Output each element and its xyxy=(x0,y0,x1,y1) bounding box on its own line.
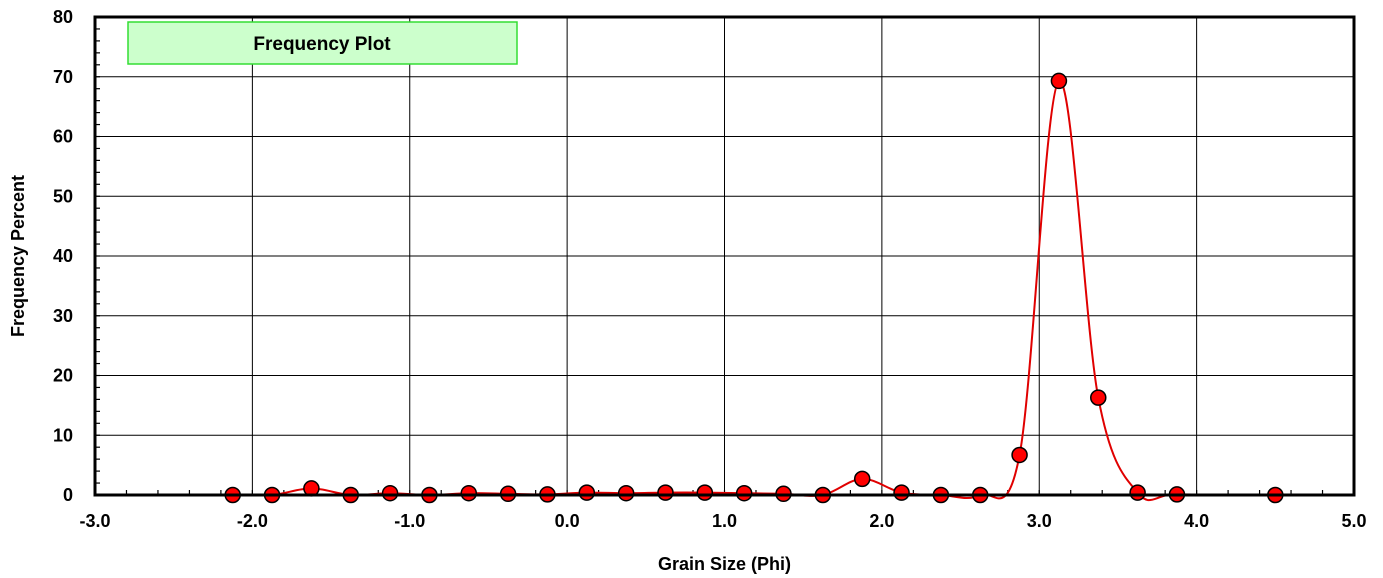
y-tick-label: 80 xyxy=(53,7,73,27)
x-tick-label: 2.0 xyxy=(869,511,894,531)
data-point xyxy=(1129,484,1146,501)
series-layer xyxy=(224,72,1284,504)
y-tick-label: 70 xyxy=(53,67,73,87)
x-tick-label: 0.0 xyxy=(555,511,580,531)
x-tick-label: 1.0 xyxy=(712,511,737,531)
y-tick-label: 60 xyxy=(53,127,73,147)
data-point xyxy=(381,484,399,502)
x-axis-title: Grain Size (Phi) xyxy=(658,554,791,574)
data-point xyxy=(578,484,596,501)
y-tick-label: 30 xyxy=(53,306,73,326)
data-point xyxy=(1050,72,1068,90)
data-point xyxy=(657,484,674,501)
x-tick-label: -1.0 xyxy=(394,511,425,531)
data-point xyxy=(893,484,910,501)
data-point xyxy=(735,484,753,502)
minor-ticks xyxy=(95,28,1324,495)
x-tick-label: 3.0 xyxy=(1027,511,1052,531)
chart-title-background xyxy=(127,21,518,65)
data-point xyxy=(1090,389,1107,406)
y-tick-label: 50 xyxy=(53,186,73,206)
y-tick-labels: 0 10 20 30 40 50 60 70 80 xyxy=(53,7,73,505)
x-tick-label: 4.0 xyxy=(1184,511,1209,531)
y-tick-label: 10 xyxy=(53,425,73,445)
chart-title: Frequency Plot xyxy=(253,34,391,55)
series-line xyxy=(232,79,1276,502)
chart-title-box: Frequency Plot xyxy=(127,21,518,65)
data-point xyxy=(460,484,478,502)
y-tick-label: 20 xyxy=(53,366,73,386)
data-point xyxy=(1011,446,1028,464)
x-tick-label: -3.0 xyxy=(79,511,110,531)
data-point xyxy=(696,484,714,501)
y-tick-label: 0 xyxy=(63,485,73,505)
plot-frame xyxy=(93,15,1356,497)
y-tick-label: 40 xyxy=(53,246,73,266)
data-point xyxy=(853,470,871,488)
x-tick-labels: -3.0 -2.0 -1.0 0.0 1.0 2.0 3.0 4.0 5.0 xyxy=(79,511,1366,531)
data-point xyxy=(617,484,635,502)
x-tick-label: -2.0 xyxy=(237,511,268,531)
y-axis-title: Frequency Percent xyxy=(8,175,28,337)
grid-lines xyxy=(95,17,1354,495)
x-tick-label: 5.0 xyxy=(1341,511,1366,531)
